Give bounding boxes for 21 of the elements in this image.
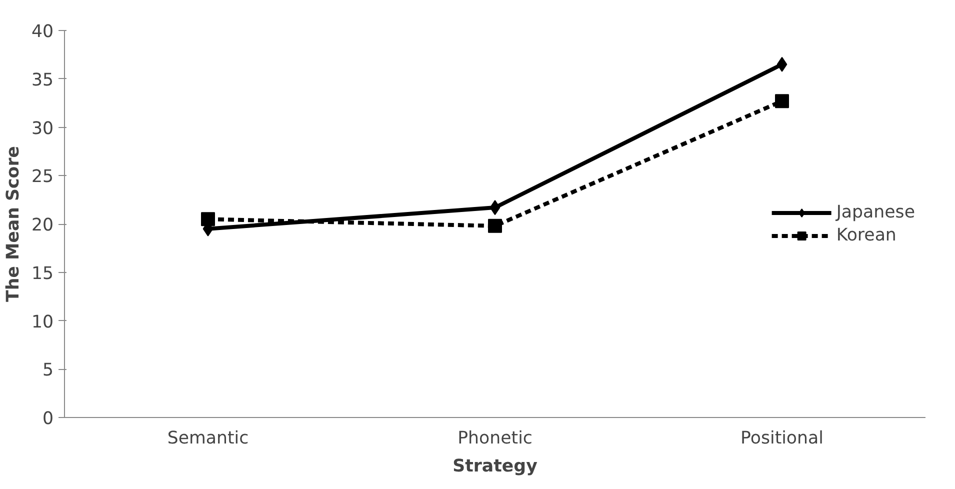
y-tick-label: 30: [31, 118, 54, 139]
y-tick-label: 10: [31, 312, 54, 332]
y-tick-label: 15: [31, 264, 54, 284]
x-tick-label: Semantic: [167, 428, 249, 448]
point: [775, 94, 789, 108]
legend-label: Japanese: [836, 202, 915, 222]
point: [488, 218, 502, 233]
y-tick-label: 40: [31, 22, 54, 42]
y-tick-label: 5: [42, 360, 54, 381]
y-tick-label: 35: [31, 70, 54, 90]
y-tick-label: 25: [31, 167, 54, 188]
x-axis-title: Strategy: [452, 456, 538, 476]
x-tick-label: Positional: [740, 428, 824, 448]
point: [201, 212, 215, 226]
y-tick-label: 20: [31, 216, 54, 236]
point: [490, 200, 500, 216]
point: [776, 56, 788, 72]
x-tick-label: Phonetic: [458, 428, 532, 448]
y-axis-title: The Mean Score: [3, 146, 24, 302]
legend-label: Korean: [836, 225, 896, 245]
y-tick-label: 0: [42, 409, 54, 429]
